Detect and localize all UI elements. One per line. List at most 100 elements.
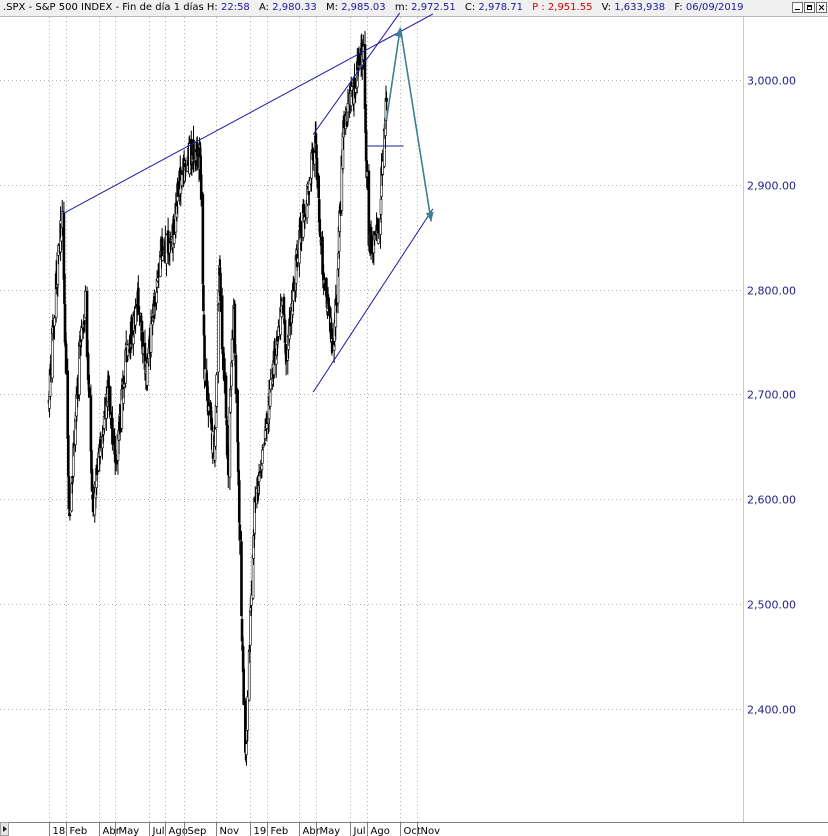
scroll-left-button[interactable] [0, 822, 9, 836]
y-tick-label: 2,600.00 [747, 494, 796, 507]
y-axis-labels: 2,400.00 2,500.00 2,600.00 2,700.00 2,800.00… [747, 75, 796, 717]
candle [155, 286, 158, 311]
x-tick-label: 18 [53, 826, 66, 836]
candle [257, 463, 261, 496]
candle [102, 410, 106, 434]
candle [201, 191, 205, 294]
channel-lower-trendline[interactable] [312, 208, 434, 393]
x-tick-label: 19 [254, 826, 267, 836]
low-value: 2,972.51 [411, 2, 456, 13]
candle [161, 249, 164, 262]
x-tick-label: May [119, 826, 140, 836]
candle [219, 259, 222, 312]
candle [220, 287, 224, 351]
x-tick-label: Nov [220, 826, 240, 836]
candle [346, 89, 350, 127]
volume-label: V: [601, 2, 612, 13]
candle [238, 519, 242, 555]
x-tick-label: Feb [271, 826, 289, 836]
candle [261, 444, 265, 451]
candle [230, 329, 234, 368]
y-tick-label: 2,400.00 [747, 704, 796, 717]
candle [230, 359, 233, 387]
candle [199, 172, 203, 207]
x-tick-label: Feb [70, 826, 88, 836]
prev-label: P : [532, 2, 545, 13]
candle [111, 406, 114, 451]
y-tick-label: 2,700.00 [747, 389, 796, 402]
candle [149, 309, 153, 358]
candle [253, 496, 257, 540]
candle [114, 458, 118, 472]
candle [64, 331, 68, 376]
y-tick-label: 2,900.00 [747, 180, 796, 193]
maximize-button[interactable] [804, 2, 815, 13]
candle [87, 375, 91, 398]
candle [269, 368, 273, 393]
quote-header: .SPX - S&P 500 INDEX - Fin de día 1 días… [3, 0, 750, 16]
axes [0, 17, 828, 823]
candle [234, 344, 238, 403]
projection-arrow-path[interactable] [385, 27, 432, 222]
candle [228, 405, 232, 490]
candle [223, 352, 226, 394]
candle [210, 406, 213, 431]
candle [310, 151, 313, 192]
volume-value: 1,633,938 [614, 2, 666, 13]
candle [67, 466, 71, 516]
candle [80, 319, 83, 348]
candle [145, 353, 149, 392]
candle [192, 125, 195, 173]
close-value: 2,978.71 [478, 2, 523, 13]
candle [240, 608, 244, 651]
candle [138, 305, 141, 326]
y-tick-label: 2,500.00 [747, 599, 796, 612]
candle [180, 170, 184, 191]
x-tick-label: Oct [404, 826, 421, 836]
close-button[interactable] [816, 2, 827, 13]
x-tick-label: May [320, 826, 341, 836]
y-tick-label: 2,800.00 [747, 285, 796, 298]
trendline-annotations [61, 12, 434, 393]
prev-value: 2,951.55 [547, 2, 593, 13]
candle [381, 149, 384, 176]
chart-title-bar: .SPX - S&P 500 INDEX - Fin de día 1 días… [0, 0, 828, 17]
candle [265, 411, 269, 442]
candle [237, 477, 241, 529]
low-label: m: [394, 2, 408, 13]
candle [246, 690, 249, 742]
candle [202, 278, 205, 312]
candle [331, 328, 334, 353]
candle [308, 176, 311, 206]
candle [134, 298, 137, 334]
candle [63, 272, 66, 306]
candle [71, 442, 75, 483]
candle [68, 512, 72, 521]
candle [354, 78, 357, 103]
open-value: 2,980.33 [272, 2, 317, 13]
x-tick-label: Abr [103, 826, 121, 836]
candle [70, 479, 73, 513]
projection-arrowhead-down [425, 211, 434, 222]
candle [240, 530, 243, 617]
x-tick-label: Sep [188, 826, 207, 836]
x-tick-label: Abr [303, 826, 321, 836]
candle [327, 293, 330, 317]
candle [242, 659, 245, 706]
candlestick-series [47, 31, 388, 766]
candle [122, 376, 126, 399]
projection-arrowhead-up [395, 27, 403, 38]
candle [317, 173, 320, 204]
resistance-trendline[interactable] [61, 13, 434, 215]
minimize-button[interactable] [792, 2, 803, 13]
time-label: H: [206, 2, 218, 13]
high-label: M: [325, 2, 338, 13]
candle [53, 315, 56, 340]
x-tick-label: Ago [169, 826, 188, 836]
candle [224, 372, 228, 419]
channel-upper-trendline[interactable] [312, 12, 401, 135]
x-tick-label: Jul [353, 826, 366, 836]
candle [90, 465, 94, 493]
date-label: F: [674, 2, 683, 13]
